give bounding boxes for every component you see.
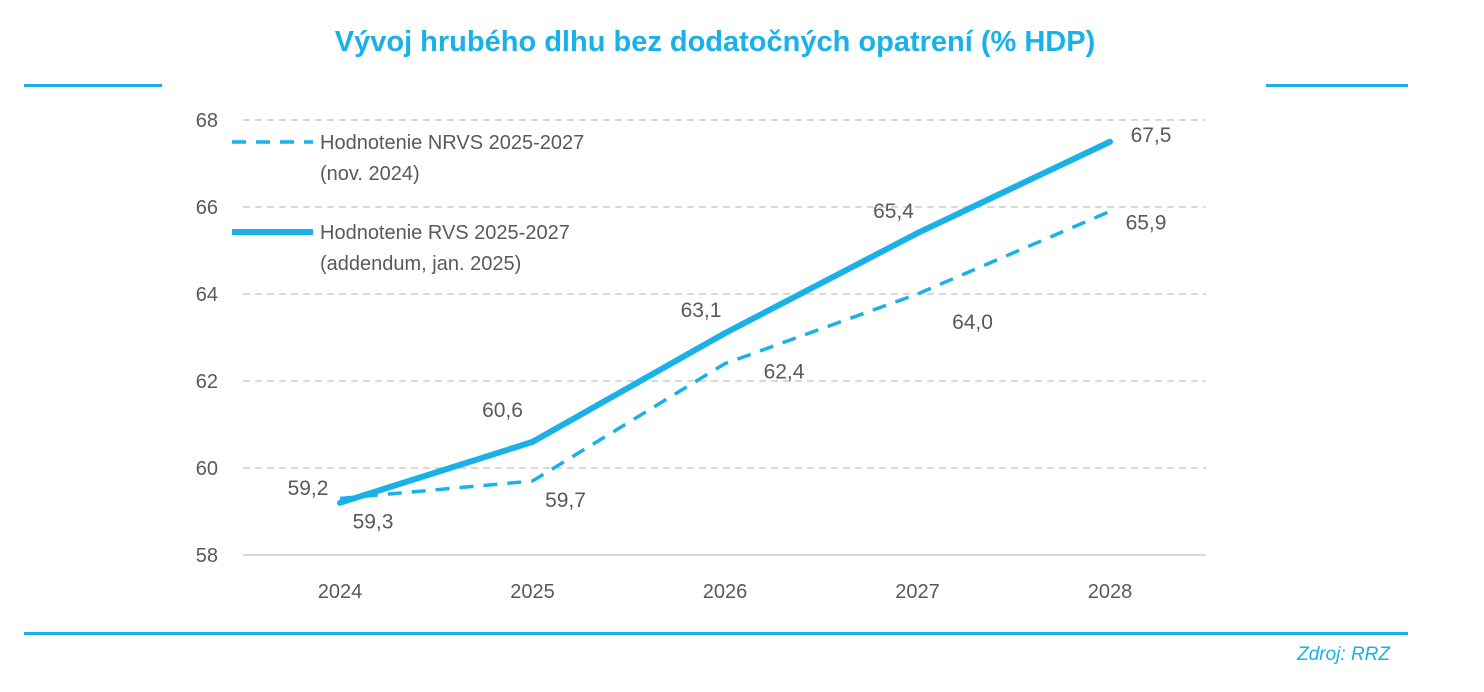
top-rule-left [24,84,162,87]
y-tick-label: 62 [196,371,218,393]
data-label-nrvs: 62,4 [764,361,805,384]
y-tick-label: 60 [196,458,218,480]
series-line-nrvs [339,209,1111,501]
series-line-rvs [337,138,1113,506]
legend-label-nrvs: Hodnotenie NRVS 2025-2027 [320,132,584,154]
data-label-nrvs: 64,0 [952,311,993,334]
chart-title: Vývoj hrubého dlhu bez dodatočných opatr… [334,26,1096,58]
data-label-nrvs: 59,7 [545,489,586,512]
legend-sublabel-nrvs: (nov. 2024) [320,163,420,185]
data-label-rvs: 63,1 [681,299,722,322]
data-label-nrvs: 65,9 [1126,211,1167,234]
top-rule-right [1266,84,1408,87]
x-tick-label: 2024 [318,581,363,603]
source-note: Zdroj: RRZ [1297,644,1390,665]
x-tick-label: 2025 [510,581,555,603]
y-tick-label: 66 [196,197,218,219]
bottom-rule [24,632,1408,635]
data-label-rvs: 59,2 [288,477,329,500]
x-tick-label: 2027 [895,581,940,603]
x-tick-label: 2026 [703,581,748,603]
legend-label-rvs: Hodnotenie RVS 2025-2027 [320,222,570,244]
data-label-rvs: 60,6 [482,399,523,422]
y-tick-label: 58 [196,545,218,567]
y-tick-label: 64 [196,284,218,306]
x-tick-label: 2028 [1088,581,1133,603]
data-label-rvs: 65,4 [873,200,914,223]
data-label-nrvs: 59,3 [353,510,394,533]
y-tick-label: 68 [196,110,218,132]
data-label-rvs: 67,5 [1131,124,1172,147]
legend-sublabel-rvs: (addendum, jan. 2025) [320,253,521,275]
